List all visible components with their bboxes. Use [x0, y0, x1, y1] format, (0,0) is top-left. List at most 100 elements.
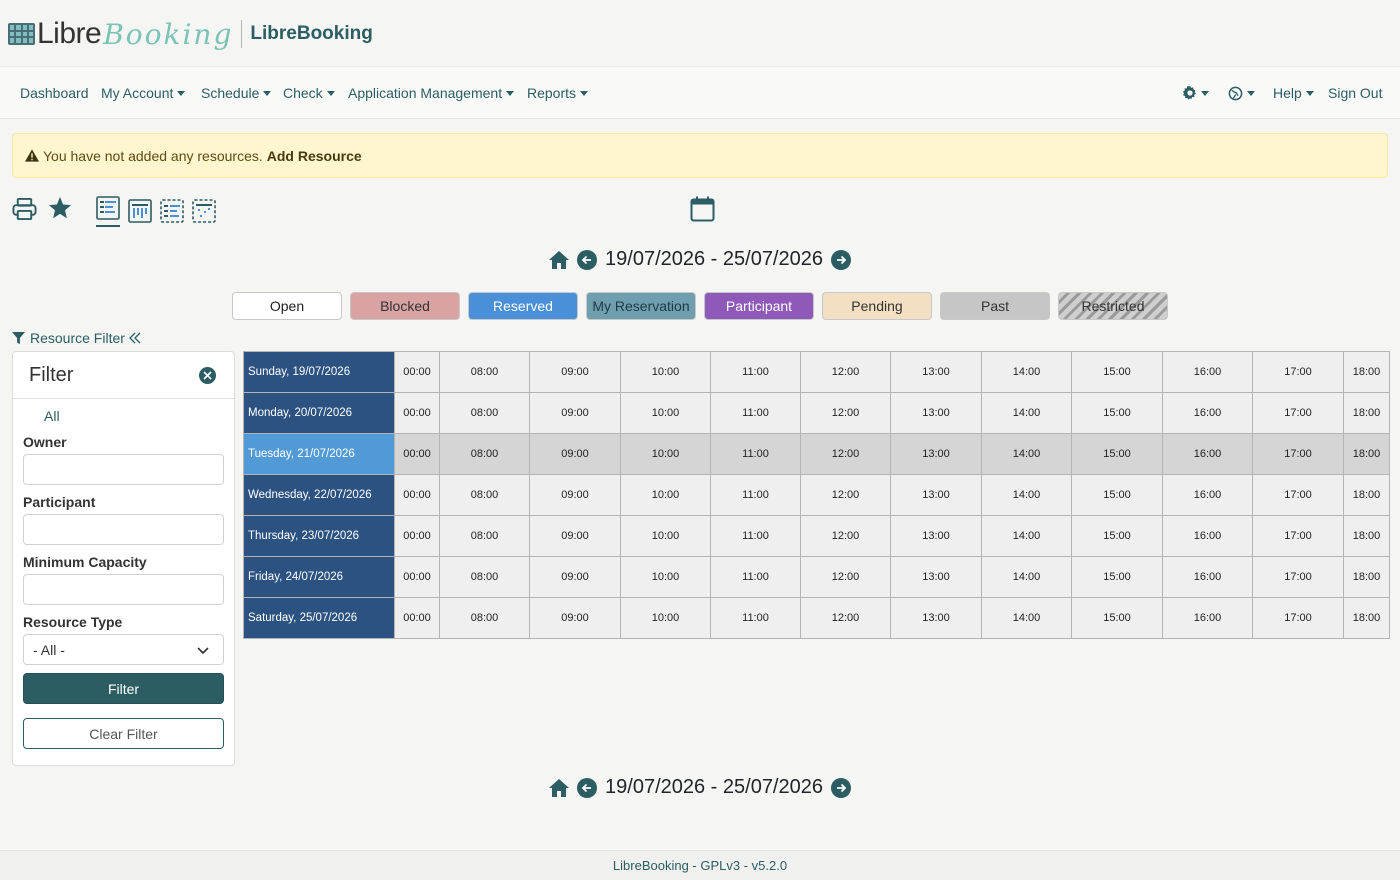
time-slot[interactable]: 13:00 [890, 433, 982, 475]
time-slot[interactable]: 13:00 [890, 556, 982, 598]
time-slot[interactable]: 14:00 [981, 556, 1072, 598]
time-slot[interactable]: 16:00 [1162, 433, 1253, 475]
nav-language[interactable] [1228, 67, 1255, 119]
time-slot[interactable]: 08:00 [439, 351, 530, 393]
time-slot[interactable]: 14:00 [981, 351, 1072, 393]
tall-view-button[interactable] [128, 199, 152, 228]
print-button[interactable] [12, 197, 37, 226]
time-slot[interactable]: 17:00 [1252, 597, 1344, 639]
next-week-button[interactable] [830, 249, 851, 270]
time-slot[interactable]: 14:00 [981, 392, 1072, 434]
nav-help[interactable]: Help [1273, 67, 1314, 119]
time-slot[interactable]: 00:00 [394, 433, 440, 475]
time-slot[interactable]: 08:00 [439, 474, 530, 516]
time-slot[interactable]: 10:00 [620, 433, 711, 475]
time-slot[interactable]: 15:00 [1071, 597, 1163, 639]
time-slot[interactable]: 08:00 [439, 556, 530, 598]
nav-my-account[interactable]: My Account [101, 67, 186, 119]
close-filter-button[interactable] [199, 366, 216, 384]
time-slot[interactable]: 00:00 [394, 515, 440, 557]
time-slot[interactable]: 18:00 [1343, 556, 1390, 598]
time-slot[interactable]: 14:00 [981, 474, 1072, 516]
logo[interactable]: Libre Booking LibreBooking [8, 8, 373, 60]
time-slot[interactable]: 15:00 [1071, 351, 1163, 393]
time-slot[interactable]: 09:00 [529, 597, 621, 639]
nav-schedule[interactable]: Schedule [201, 67, 272, 119]
filter-button[interactable]: Filter [23, 673, 224, 704]
time-slot[interactable]: 12:00 [800, 597, 891, 639]
time-slot[interactable]: 13:00 [890, 597, 982, 639]
time-slot[interactable]: 16:00 [1162, 392, 1253, 434]
time-slot[interactable]: 12:00 [800, 474, 891, 516]
current-week-button-bottom[interactable] [549, 778, 570, 798]
time-slot[interactable]: 08:00 [439, 515, 530, 557]
time-slot[interactable]: 10:00 [620, 515, 711, 557]
time-slot[interactable]: 16:00 [1162, 474, 1253, 516]
time-slot[interactable]: 17:00 [1252, 474, 1344, 516]
time-slot[interactable]: 15:00 [1071, 556, 1163, 598]
clear-filter-button[interactable]: Clear Filter [23, 718, 224, 749]
filter-all-link[interactable]: All [44, 408, 60, 424]
nav-reports[interactable]: Reports [527, 67, 589, 119]
time-slot[interactable]: 14:00 [981, 515, 1072, 557]
time-slot[interactable]: 15:00 [1071, 433, 1163, 475]
time-slot[interactable]: 15:00 [1071, 474, 1163, 516]
wide-view-button[interactable] [160, 199, 184, 228]
time-slot[interactable]: 11:00 [710, 474, 801, 516]
time-slot[interactable]: 15:00 [1071, 515, 1163, 557]
time-slot[interactable]: 09:00 [529, 433, 621, 475]
time-slot[interactable]: 09:00 [529, 392, 621, 434]
time-slot[interactable]: 12:00 [800, 515, 891, 557]
time-slot[interactable]: 11:00 [710, 433, 801, 475]
nav-sign-out[interactable]: Sign Out [1328, 67, 1382, 119]
time-slot[interactable]: 09:00 [529, 474, 621, 516]
time-slot[interactable]: 15:00 [1071, 392, 1163, 434]
previous-week-button-bottom[interactable] [577, 777, 598, 798]
time-slot[interactable]: 18:00 [1343, 515, 1390, 557]
resource-filter-toggle[interactable]: Resource Filter [12, 330, 141, 346]
time-slot[interactable]: 13:00 [890, 392, 982, 434]
previous-week-button[interactable] [577, 249, 598, 270]
participant-input[interactable] [23, 514, 224, 545]
time-slot[interactable]: 10:00 [620, 392, 711, 434]
time-slot[interactable]: 11:00 [710, 351, 801, 393]
minimum-capacity-input[interactable] [23, 574, 224, 605]
time-slot[interactable]: 10:00 [620, 351, 711, 393]
time-slot[interactable]: 00:00 [394, 474, 440, 516]
time-slot[interactable]: 17:00 [1252, 351, 1344, 393]
nav-check[interactable]: Check [283, 67, 335, 119]
time-slot[interactable]: 12:00 [800, 556, 891, 598]
next-week-button-bottom[interactable] [830, 777, 851, 798]
time-slot[interactable]: 18:00 [1343, 433, 1390, 475]
time-slot[interactable]: 18:00 [1343, 392, 1390, 434]
time-slot[interactable]: 16:00 [1162, 597, 1253, 639]
resource-type-select[interactable]: - All - [23, 634, 224, 665]
standard-view-button[interactable] [96, 196, 120, 225]
time-slot[interactable]: 12:00 [800, 433, 891, 475]
time-slot[interactable]: 18:00 [1343, 351, 1390, 393]
favorite-button[interactable] [48, 197, 72, 225]
time-slot[interactable]: 14:00 [981, 433, 1072, 475]
time-slot[interactable]: 11:00 [710, 392, 801, 434]
time-slot[interactable]: 17:00 [1252, 515, 1344, 557]
time-slot[interactable]: 00:00 [394, 392, 440, 434]
time-slot[interactable]: 10:00 [620, 597, 711, 639]
time-slot[interactable]: 00:00 [394, 597, 440, 639]
time-slot[interactable]: 08:00 [439, 597, 530, 639]
nav-application-management[interactable]: Application Management [348, 67, 515, 119]
time-slot[interactable]: 13:00 [890, 474, 982, 516]
week-view-button[interactable] [192, 199, 216, 228]
time-slot[interactable]: 18:00 [1343, 474, 1390, 516]
time-slot[interactable]: 09:00 [529, 351, 621, 393]
time-slot[interactable]: 16:00 [1162, 556, 1253, 598]
date-picker-button[interactable] [690, 196, 715, 227]
time-slot[interactable]: 00:00 [394, 351, 440, 393]
time-slot[interactable]: 10:00 [620, 474, 711, 516]
time-slot[interactable]: 11:00 [710, 515, 801, 557]
time-slot[interactable]: 17:00 [1252, 392, 1344, 434]
current-week-button[interactable] [549, 250, 570, 270]
time-slot[interactable]: 16:00 [1162, 351, 1253, 393]
time-slot[interactable]: 11:00 [710, 597, 801, 639]
time-slot[interactable]: 13:00 [890, 515, 982, 557]
time-slot[interactable]: 12:00 [800, 392, 891, 434]
